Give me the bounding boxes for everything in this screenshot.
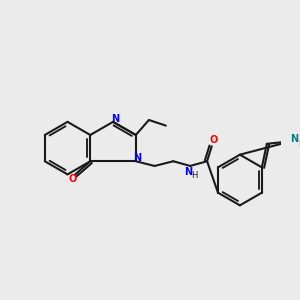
Text: H: H [298, 140, 300, 148]
Text: O: O [68, 174, 76, 184]
Text: H: H [191, 171, 197, 180]
Text: O: O [209, 135, 218, 145]
Text: N: N [111, 114, 119, 124]
Text: N: N [184, 167, 192, 177]
Text: N: N [134, 153, 142, 164]
Text: N: N [290, 134, 298, 144]
